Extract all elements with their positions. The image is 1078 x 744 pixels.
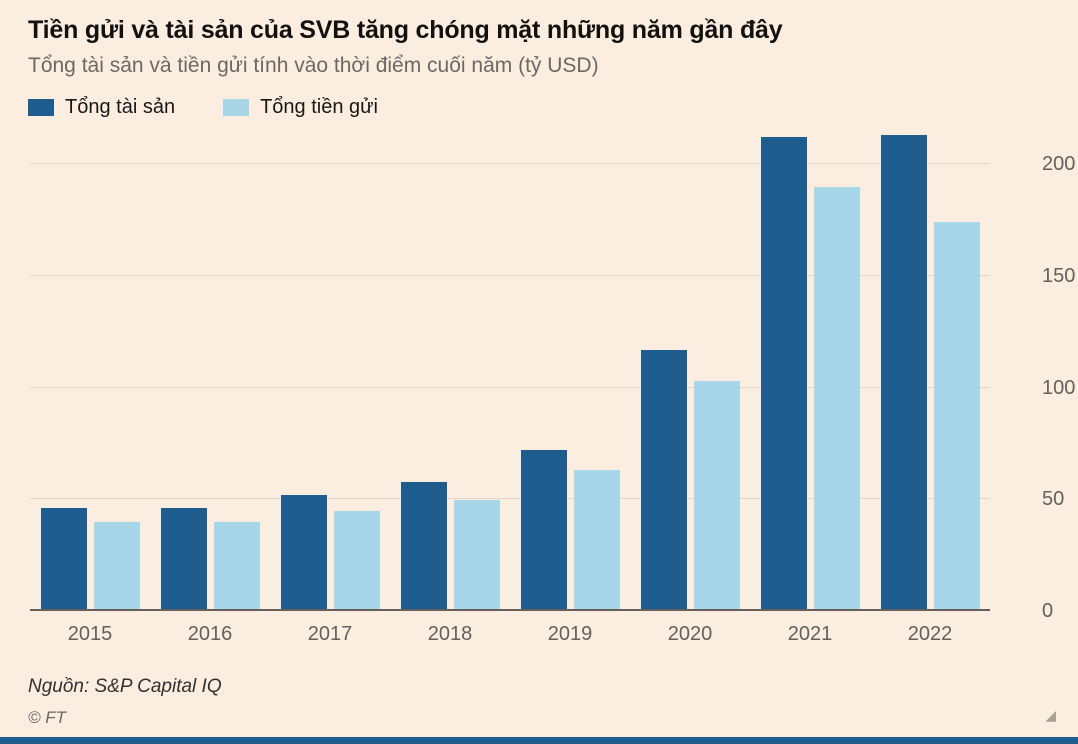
x-tick-label: 2020 xyxy=(667,623,713,645)
x-tick-label: 2017 xyxy=(307,623,353,645)
bar xyxy=(93,521,140,609)
bar xyxy=(453,499,500,609)
y-tick-label: 0 xyxy=(1042,600,1054,622)
x-tick-label: 2018 xyxy=(427,623,473,645)
y-tick-label: 100 xyxy=(1042,376,1076,399)
x-tick-label: 2016 xyxy=(187,623,233,645)
source-note: Nguồn: S&P Capital IQ xyxy=(28,676,222,697)
resize-handle-icon[interactable]: ◢ xyxy=(1045,707,1056,723)
x-tick-label: 2021 xyxy=(787,623,833,645)
bar xyxy=(213,521,260,609)
bar xyxy=(933,222,980,609)
gridline xyxy=(30,386,990,388)
y-tick-label: 150 xyxy=(1042,264,1076,287)
bar xyxy=(160,508,207,609)
legend-swatch xyxy=(223,99,250,116)
legend-label: Tổng tài sản xyxy=(65,96,176,118)
bar-chart: 0 50 100 150 200 xyxy=(28,135,1078,622)
bar xyxy=(813,186,860,609)
bar xyxy=(640,349,687,609)
ft-copyright: © FT xyxy=(28,708,67,727)
bar-group-2020 xyxy=(640,349,740,609)
x-tick-label: 2019 xyxy=(547,623,593,645)
bar xyxy=(880,135,927,609)
chart-subtitle: Tổng tài sản và tiền gửi tính vào thời đ… xyxy=(28,54,599,77)
y-tick-label: 50 xyxy=(1042,488,1065,511)
x-tick-label: 2015 xyxy=(67,623,113,645)
bar xyxy=(280,495,327,609)
legend-item-1: Tổng tiền gửi xyxy=(223,96,378,119)
x-axis: 2015 2016 2017 2018 2019 2020 2021 2022 xyxy=(30,623,990,646)
bottom-bar xyxy=(0,737,1078,744)
bar-group-2016 xyxy=(160,508,260,609)
legend: Tổng tài sản Tổng tiền gửi xyxy=(28,96,1078,119)
bar xyxy=(333,510,380,609)
bar-group-2021 xyxy=(760,137,860,609)
x-axis-baseline xyxy=(30,609,990,611)
chart-title: Tiền gửi và tài sản của SVB tăng chóng m… xyxy=(28,16,783,44)
bar-groups xyxy=(30,135,990,609)
legend-item-0: Tổng tài sản xyxy=(28,96,175,119)
gridline xyxy=(30,498,990,500)
bar-group-2022 xyxy=(880,135,980,609)
bar xyxy=(693,381,740,609)
bar-group-2017 xyxy=(280,495,380,609)
bar xyxy=(573,470,620,609)
plot-area xyxy=(30,135,990,611)
bar xyxy=(40,508,87,609)
bar xyxy=(400,481,447,609)
bar-group-2019 xyxy=(520,450,620,609)
bar xyxy=(760,137,807,609)
gridline xyxy=(30,274,990,276)
bar-group-2018 xyxy=(400,481,500,609)
legend-swatch xyxy=(28,99,54,116)
bar-group-2015 xyxy=(40,508,140,609)
chart-footer: Nguồn: S&P Capital IQ © FT xyxy=(28,676,1078,728)
legend-label: Tổng tiền gửi xyxy=(260,96,378,118)
bar xyxy=(520,450,567,609)
x-tick-label: 2022 xyxy=(907,623,953,645)
gridline xyxy=(30,163,990,164)
y-tick-label: 200 xyxy=(1042,153,1076,175)
